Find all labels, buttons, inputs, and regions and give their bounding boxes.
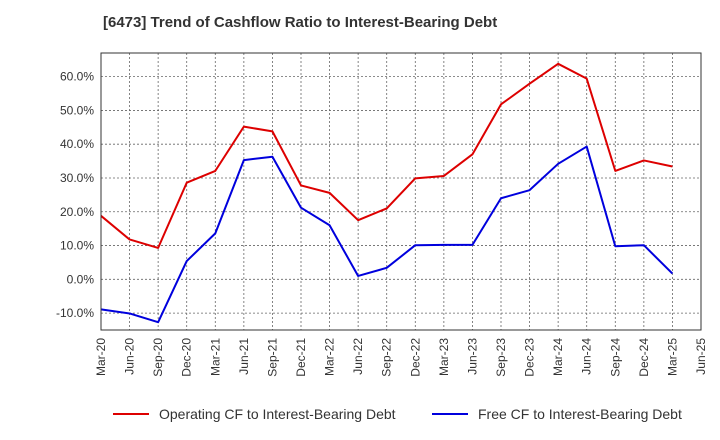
x-tick-label-mar-20: Mar-20	[94, 338, 108, 376]
x-tick-label-sep-23: Sep-23	[494, 338, 508, 377]
legend-item-free-cf: Free CF to Interest-Bearing Debt	[432, 404, 682, 424]
x-tick-label-jun-25: Jun-25	[694, 338, 708, 375]
x-tick-label-dec-22: Dec-22	[408, 338, 422, 377]
x-tick-label-jun-24: Jun-24	[580, 338, 594, 375]
x-tick-label-mar-22: Mar-22	[323, 338, 337, 376]
y-tick-label-60-0: 60.0%	[60, 70, 94, 84]
x-tick-label-dec-23: Dec-23	[523, 338, 537, 377]
legend-label-operating-cf: Operating CF to Interest-Bearing Debt	[159, 406, 396, 422]
x-tick-label-mar-24: Mar-24	[551, 338, 565, 376]
y-tick-label-10-0: -10.0%	[56, 306, 94, 320]
y-tick-label-40-0: 40.0%	[60, 137, 94, 151]
x-tick-label-jun-21: Jun-21	[237, 338, 251, 375]
x-tick-label-sep-24: Sep-24	[608, 338, 622, 377]
series-line-free-cf	[100, 145, 674, 324]
x-tick-label-dec-24: Dec-24	[637, 338, 651, 377]
y-tick-label-0-0: 0.0%	[67, 272, 95, 286]
x-tick-label-jun-23: Jun-23	[465, 338, 479, 375]
x-tick-label-jun-20: Jun-20	[123, 338, 137, 375]
y-tick-label-50-0: 50.0%	[60, 103, 94, 117]
legend-item-operating-cf: Operating CF to Interest-Bearing Debt	[113, 404, 396, 424]
legend-label-free-cf: Free CF to Interest-Bearing Debt	[478, 406, 682, 422]
x-tick-label-dec-20: Dec-20	[180, 338, 194, 377]
plot-frame	[100, 52, 702, 331]
series-line-operating-cf	[100, 62, 673, 249]
x-tick-label-mar-21: Mar-21	[208, 338, 222, 376]
x-tick-label-dec-21: Dec-21	[294, 338, 308, 377]
x-axis-ticks: Mar-20 Jun-20 Sep-20 Dec-20 Mar-21 Jun-21 Sep-…	[94, 338, 708, 377]
series-layer	[100, 62, 674, 324]
y-tick-label-30-0: 30.0%	[60, 171, 94, 185]
x-tick-label-mar-23: Mar-23	[437, 338, 451, 376]
x-tick-label-mar-25: Mar-25	[665, 338, 679, 376]
legend-swatch-free-cf	[432, 413, 468, 415]
x-tick-label-sep-20: Sep-20	[151, 338, 165, 377]
legend-swatch-operating-cf	[113, 413, 149, 415]
x-tick-label-jun-22: Jun-22	[351, 338, 365, 375]
x-tick-label-sep-22: Sep-22	[380, 338, 394, 377]
x-tick-label-sep-21: Sep-21	[265, 338, 279, 377]
chart-title: [6473] Trend of Cashflow Ratio to Intere…	[103, 14, 498, 31]
grid	[101, 53, 701, 330]
plot-area	[101, 53, 701, 330]
y-axis-ticks: -10.0% 0.0% 10.0% 20.0% 30.0% 40.0% 50.0% 60.0%	[56, 70, 94, 320]
y-tick-label-20-0: 20.0%	[60, 205, 94, 219]
y-tick-label-10-0: 10.0%	[60, 239, 94, 253]
